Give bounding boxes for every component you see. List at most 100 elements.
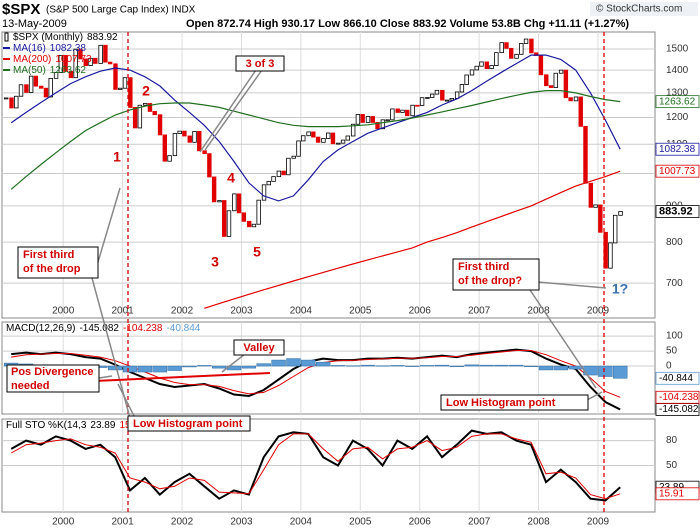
x-tick-label: 2008: [527, 517, 550, 528]
indicator-label: MACD(12,26,9) -145.082 -104.238 -40.844: [6, 323, 201, 334]
candle: [113, 63, 118, 90]
candle: [395, 108, 400, 113]
candle: [83, 58, 88, 66]
annotation: 1?: [612, 281, 628, 297]
candle: [43, 87, 49, 98]
x-tick-label: 2001: [111, 517, 134, 528]
annotation: Low Histogram point: [133, 418, 243, 430]
candle: [266, 180, 271, 186]
indicator-value: -145.082: [79, 323, 119, 334]
candle: [588, 182, 594, 208]
value-box-label: 1263.62: [659, 96, 696, 107]
series-line: [10, 429, 621, 502]
pointer: [586, 391, 603, 401]
value-box-label: 883.92: [659, 205, 693, 217]
candle: [529, 38, 534, 54]
annotation-box: [235, 55, 285, 72]
candle: [618, 211, 623, 216]
histogram-bar: [553, 365, 569, 371]
candle: [326, 132, 331, 139]
y-tick-label: 1200: [666, 112, 689, 123]
candle: [197, 131, 202, 152]
candle: [321, 138, 326, 143]
candle: [157, 114, 163, 136]
value-box-label: 1082.38: [659, 144, 696, 155]
candle: [296, 140, 301, 157]
candle: [469, 69, 475, 76]
candle: [484, 61, 490, 70]
x-tick-label: 2003: [230, 517, 253, 528]
y-tick-label: 80: [666, 435, 678, 446]
annotation: of the drop?: [458, 275, 522, 287]
series-line: [10, 54, 621, 202]
candle: [9, 97, 14, 109]
candle: [232, 193, 237, 212]
symbol: $SPX: [2, 1, 40, 18]
candle: [261, 184, 267, 201]
candle: [306, 131, 311, 137]
x-tick-label: 2007: [468, 517, 491, 528]
y-tick-label: 800: [666, 237, 683, 248]
pointer: [529, 289, 597, 389]
candle: [103, 44, 108, 63]
histogram-bar: [197, 365, 212, 367]
candle: [256, 199, 261, 225]
annotation: 3 of 3: [246, 58, 275, 70]
candle: [440, 89, 445, 101]
candle: [48, 77, 53, 98]
candle: [271, 176, 276, 182]
candle: [598, 204, 603, 233]
histogram-bar: [419, 365, 435, 367]
candle: [459, 84, 465, 93]
annotation-box: [440, 394, 589, 411]
candle: [509, 47, 514, 59]
histogram-bar: [568, 365, 583, 370]
histogram-bar: [494, 364, 509, 367]
candle: [251, 223, 257, 228]
candle: [3, 97, 9, 100]
y-tick-label: 1500: [666, 44, 689, 55]
indicator-name: MACD(12,26,9): [6, 323, 75, 334]
y-tick-label: 100: [666, 331, 683, 342]
pointer: [221, 353, 246, 373]
candle: [187, 135, 192, 143]
x-tick-label: 2001: [111, 306, 134, 317]
candle: [315, 136, 321, 143]
histogram-bar: [523, 365, 539, 367]
histogram-bar: [509, 364, 524, 367]
candle: [464, 74, 469, 85]
value-box: [655, 371, 700, 385]
candle: [78, 48, 83, 60]
candle: [360, 114, 365, 123]
candle: [345, 135, 351, 141]
pointer: [117, 383, 135, 417]
candle: [53, 72, 59, 79]
x-tick-label: 2003: [230, 306, 253, 317]
legend-swatch: [4, 32, 9, 42]
candle: [350, 123, 356, 137]
candle: [479, 61, 484, 67]
candle: [182, 130, 187, 137]
annotation: of the drop: [23, 263, 81, 275]
value-box-label: -40.844: [659, 373, 693, 384]
candle: [405, 109, 410, 117]
candle: [291, 155, 296, 159]
candle: [365, 116, 371, 123]
candle: [276, 170, 282, 178]
x-tick-label: 2002: [171, 517, 194, 528]
legend-name: MA(50): [13, 65, 46, 76]
candle: [63, 54, 68, 72]
panel-content: [2, 419, 655, 512]
candle: [286, 157, 291, 176]
annotation: 3: [211, 254, 219, 270]
value-box: [655, 205, 700, 218]
indicator-value: -40.844: [166, 323, 200, 334]
candle: [14, 95, 19, 109]
legend-entry: MA(50) 1263.62: [13, 65, 86, 76]
histogram-bar: [449, 365, 465, 367]
credit: © StockCharts.com: [596, 4, 682, 15]
legend-value: 883.92: [87, 32, 118, 43]
candle: [24, 84, 29, 93]
annotation-box: [6, 364, 100, 393]
